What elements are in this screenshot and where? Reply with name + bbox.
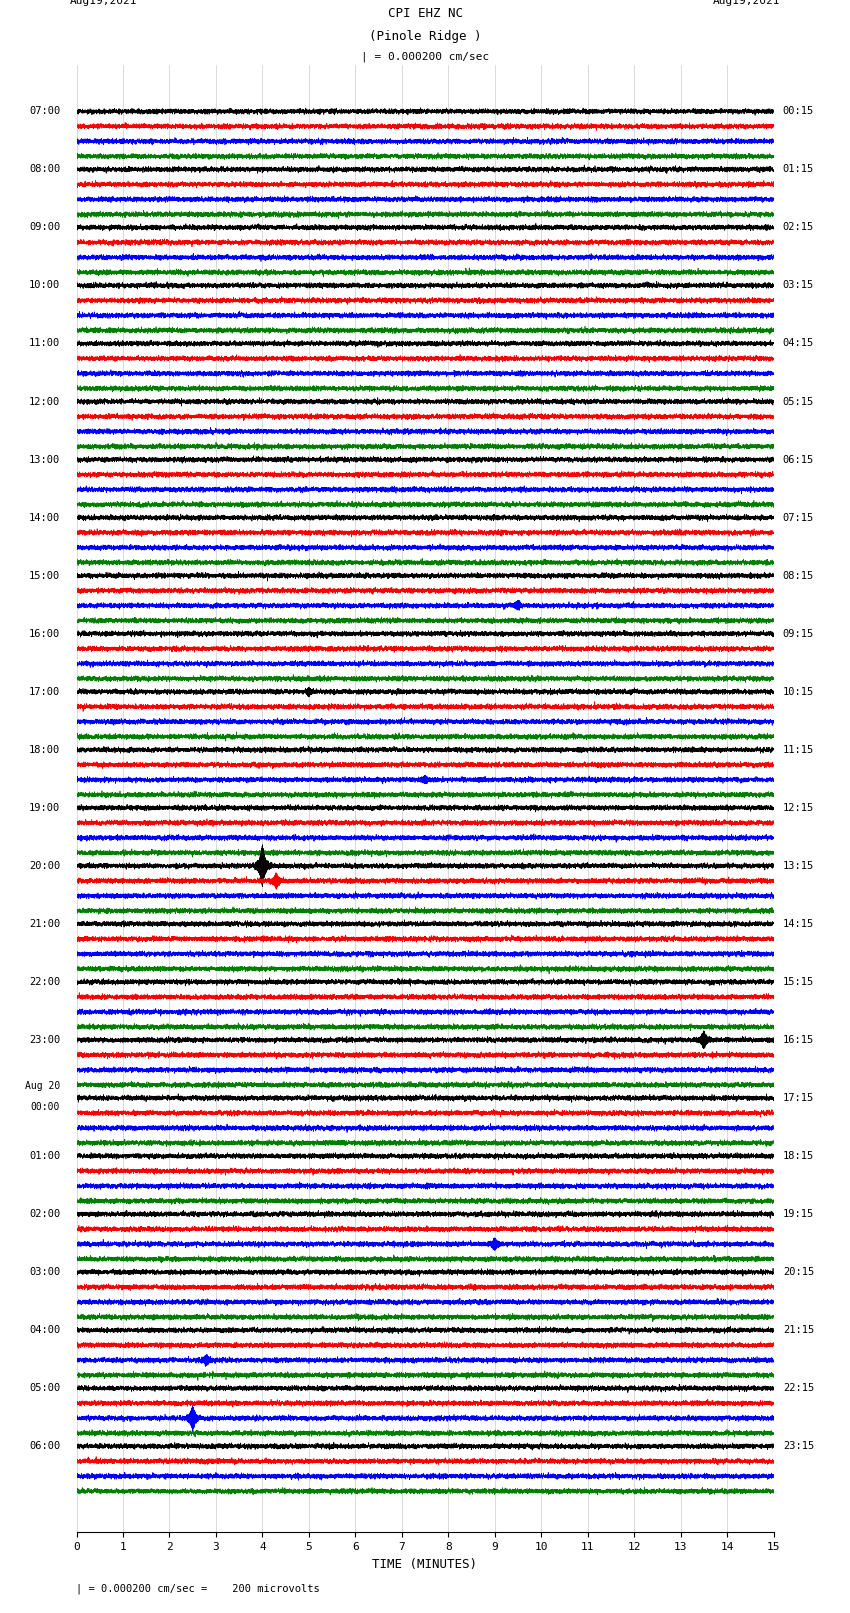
Text: 03:15: 03:15 <box>783 281 814 290</box>
Text: 22:15: 22:15 <box>783 1384 814 1394</box>
Text: 06:15: 06:15 <box>783 455 814 465</box>
Text: 14:00: 14:00 <box>29 513 60 523</box>
Text: 01:15: 01:15 <box>783 165 814 174</box>
Text: CPI EHZ NC: CPI EHZ NC <box>388 8 462 21</box>
Text: 02:15: 02:15 <box>783 223 814 232</box>
Text: 07:00: 07:00 <box>29 106 60 116</box>
Text: 22:00: 22:00 <box>29 977 60 987</box>
X-axis label: TIME (MINUTES): TIME (MINUTES) <box>372 1558 478 1571</box>
Text: 04:00: 04:00 <box>29 1326 60 1336</box>
Text: 20:00: 20:00 <box>29 861 60 871</box>
Text: 21:15: 21:15 <box>783 1326 814 1336</box>
Text: 17:00: 17:00 <box>29 687 60 697</box>
Text: 05:00: 05:00 <box>29 1384 60 1394</box>
Text: (Pinole Ridge ): (Pinole Ridge ) <box>369 29 481 42</box>
Text: 13:15: 13:15 <box>783 861 814 871</box>
Text: 10:00: 10:00 <box>29 281 60 290</box>
Text: 16:00: 16:00 <box>29 629 60 639</box>
Text: 01:00: 01:00 <box>29 1152 60 1161</box>
Text: 18:00: 18:00 <box>29 745 60 755</box>
Text: 19:00: 19:00 <box>29 803 60 813</box>
Text: 05:15: 05:15 <box>783 397 814 406</box>
Text: 19:15: 19:15 <box>783 1210 814 1219</box>
Text: | = 0.000200 cm/sec =    200 microvolts: | = 0.000200 cm/sec = 200 microvolts <box>76 1584 320 1594</box>
Text: 15:15: 15:15 <box>783 977 814 987</box>
Text: 23:15: 23:15 <box>783 1442 814 1452</box>
Text: 14:15: 14:15 <box>783 919 814 929</box>
Text: 12:00: 12:00 <box>29 397 60 406</box>
Text: | = 0.000200 cm/sec: | = 0.000200 cm/sec <box>361 52 489 61</box>
Text: 09:00: 09:00 <box>29 223 60 232</box>
Text: 20:15: 20:15 <box>783 1268 814 1277</box>
Text: 23:00: 23:00 <box>29 1036 60 1045</box>
Text: 03:00: 03:00 <box>29 1268 60 1277</box>
Text: 10:15: 10:15 <box>783 687 814 697</box>
Text: 08:15: 08:15 <box>783 571 814 581</box>
Text: Aug 20: Aug 20 <box>25 1081 60 1090</box>
Text: 07:15: 07:15 <box>783 513 814 523</box>
Text: 18:15: 18:15 <box>783 1152 814 1161</box>
Text: 13:00: 13:00 <box>29 455 60 465</box>
Text: 17:15: 17:15 <box>783 1094 814 1103</box>
Text: 11:15: 11:15 <box>783 745 814 755</box>
Text: 12:15: 12:15 <box>783 803 814 813</box>
Text: 06:00: 06:00 <box>29 1442 60 1452</box>
Text: Aug19,2021: Aug19,2021 <box>70 0 137 6</box>
Text: 08:00: 08:00 <box>29 165 60 174</box>
Text: 15:00: 15:00 <box>29 571 60 581</box>
Text: 09:15: 09:15 <box>783 629 814 639</box>
Text: Aug19,2021: Aug19,2021 <box>713 0 780 6</box>
Text: 00:15: 00:15 <box>783 106 814 116</box>
Text: 16:15: 16:15 <box>783 1036 814 1045</box>
Text: 00:00: 00:00 <box>31 1090 60 1111</box>
Text: 04:15: 04:15 <box>783 339 814 348</box>
Text: 11:00: 11:00 <box>29 339 60 348</box>
Text: 21:00: 21:00 <box>29 919 60 929</box>
Text: 02:00: 02:00 <box>29 1210 60 1219</box>
